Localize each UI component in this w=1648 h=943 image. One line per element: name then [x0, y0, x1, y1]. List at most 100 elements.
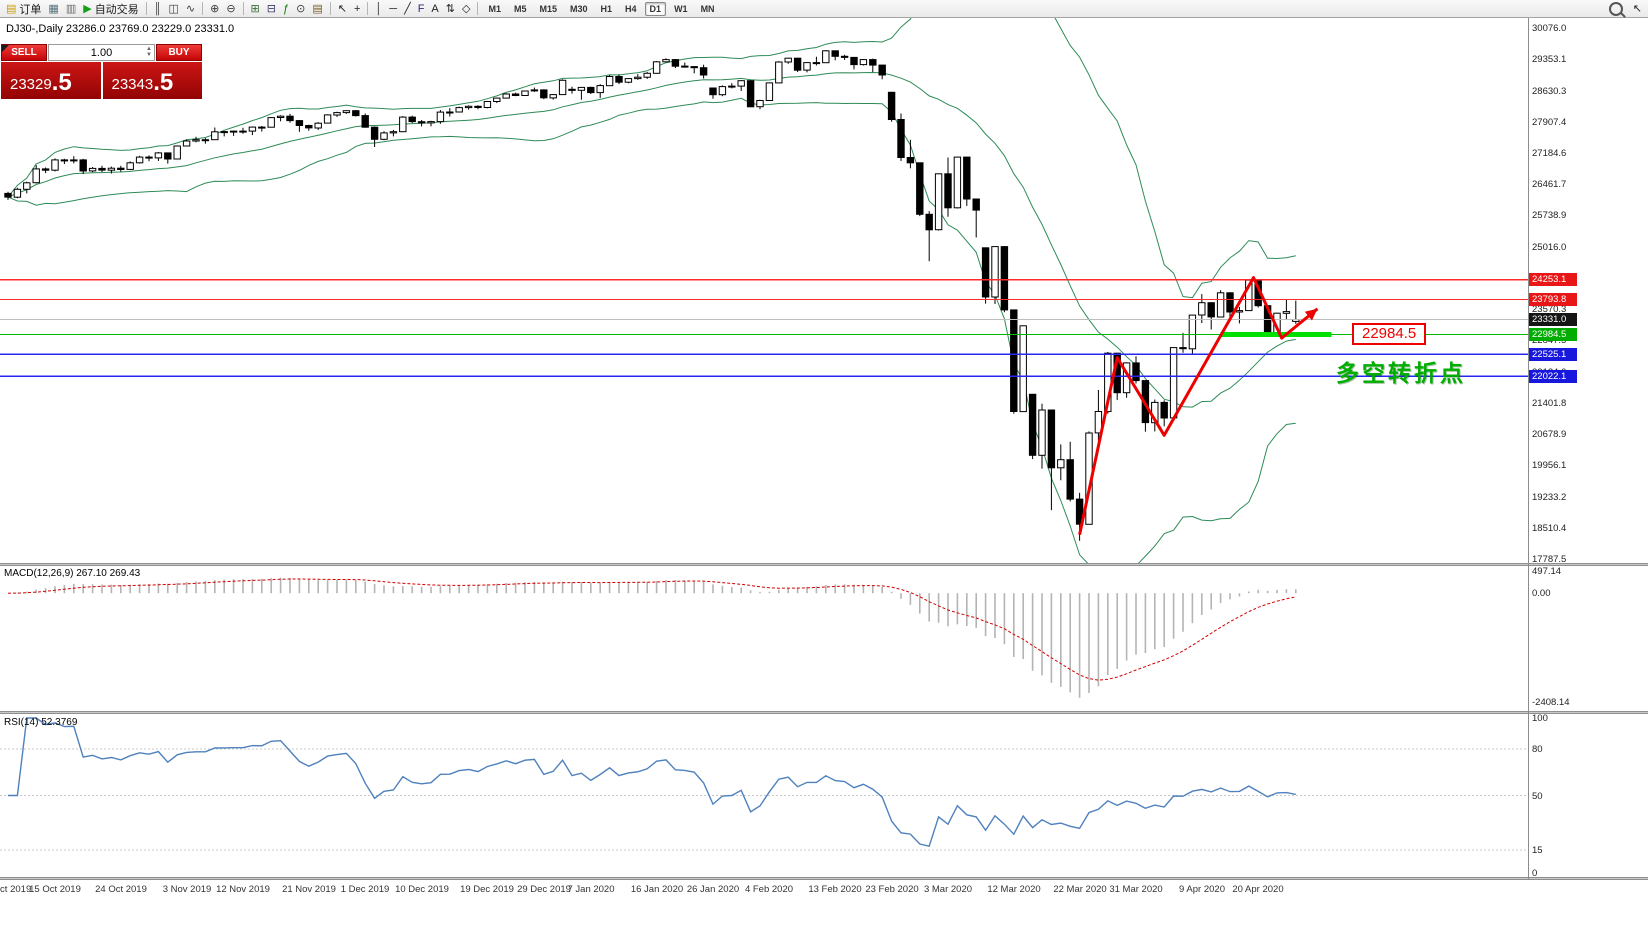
- candlestick-chart-icon[interactable]: ◫: [165, 1, 181, 17]
- candle-body: [887, 91, 896, 121]
- cascade-windows-icon-icon: ⊟: [266, 2, 276, 15]
- candle-body: [1207, 302, 1215, 318]
- timeframe-m30-button[interactable]: M30: [570, 3, 588, 14]
- candle-body: [399, 116, 407, 133]
- pointer-icon[interactable]: ↖: [1630, 1, 1645, 17]
- tile-windows-icon[interactable]: ⊞: [248, 1, 263, 17]
- candle-body: [521, 90, 529, 96]
- panel-splitter-macd[interactable]: [0, 563, 1648, 566]
- periods-icon[interactable]: ⊙: [293, 1, 308, 17]
- price-tick: 18510.4: [1532, 523, 1567, 534]
- horizontal-line-icon[interactable]: ─: [386, 1, 400, 17]
- timeframe-h1-button[interactable]: H1: [600, 3, 613, 14]
- fibonacci-icon[interactable]: F: [415, 1, 428, 17]
- candle-body: [483, 101, 492, 108]
- templates-icon[interactable]: ▤: [309, 1, 325, 17]
- price-axis-separator: [1528, 18, 1529, 880]
- spin-down-icon[interactable]: ▼: [146, 52, 152, 58]
- trend-zigzag-arrow[interactable]: [1078, 276, 1319, 536]
- arrows-tool-icon[interactable]: ⇅: [443, 1, 458, 17]
- text-tool-icon[interactable]: A: [428, 1, 441, 17]
- candle-body: [164, 152, 172, 160]
- candle-body: [417, 121, 426, 124]
- zoom-out-icon[interactable]: ⊖: [223, 1, 238, 17]
- timeframe-d1-button[interactable]: D1: [644, 1, 667, 16]
- candle-body: [662, 59, 670, 63]
- spin-up-icon[interactable]: ▲: [146, 46, 152, 52]
- indicators-icon[interactable]: ƒ: [280, 1, 292, 17]
- main-price-chart[interactable]: [0, 18, 1648, 563]
- candle-body: [615, 76, 623, 83]
- candle-body: [286, 115, 294, 122]
- trendline-icon[interactable]: ╱: [401, 1, 414, 17]
- price-tag[interactable]: 24253.1: [1529, 273, 1577, 286]
- price-tag[interactable]: 22525.1: [1529, 348, 1577, 361]
- candle-body: [822, 50, 830, 64]
- turning-point-annotation[interactable]: 多空转折点: [1336, 360, 1466, 386]
- candle-body: [464, 105, 473, 109]
- price-axis[interactable]: 30076.0 29353.1 28630.3 27907.4 27184.6 26461…: [1529, 18, 1647, 943]
- cursor-icon[interactable]: ↖: [335, 1, 350, 17]
- candle-body: [1160, 401, 1168, 419]
- candle-body: [906, 157, 915, 164]
- volume-spinner[interactable]: ▲ ▼: [146, 46, 152, 58]
- zoom-in-icon[interactable]: ⊕: [207, 1, 222, 17]
- periods-icon-icon: ⊙: [296, 2, 306, 15]
- price-tag[interactable]: 22984.5: [1529, 328, 1577, 341]
- macd-indicator-label: MACD(12,26,9) 267.10 269.43: [4, 568, 141, 579]
- shapes-tool-icon[interactable]: ◇: [459, 1, 473, 17]
- charts-grid-icon[interactable]: ▦: [45, 1, 61, 17]
- chart-window[interactable]: DJ30-,Daily 23286.0 23769.0 23229.0 2333…: [0, 18, 1648, 943]
- timeframe-mn-button[interactable]: MN: [700, 3, 715, 14]
- sell-button[interactable]: SELL: [1, 44, 47, 61]
- timeframe-h4-button[interactable]: H4: [625, 3, 637, 14]
- candle-body: [427, 121, 435, 124]
- candle-body: [107, 167, 116, 171]
- cascade-windows-icon[interactable]: ⊟: [264, 1, 279, 17]
- rsi-indicator-label: RSI(14) 52.3769: [4, 717, 78, 728]
- candle-body: [746, 80, 755, 108]
- time-label: 21 Nov 2019: [282, 884, 336, 895]
- macd-panel[interactable]: [0, 566, 1648, 711]
- profiles-icon[interactable]: ▥: [63, 1, 79, 17]
- search-icon[interactable]: [1608, 1, 1623, 16]
- buy-button[interactable]: BUY: [156, 44, 202, 61]
- volume-value[interactable]: 1.00: [90, 46, 113, 59]
- autotrading-button[interactable]: ▶ 自动交易: [80, 1, 141, 17]
- price-tag[interactable]: 23793.8: [1529, 293, 1577, 306]
- line-chart-icon[interactable]: ∿: [183, 1, 198, 17]
- volume-field[interactable]: 1.00 ▲ ▼: [48, 44, 155, 61]
- price-tick: 20678.9: [1532, 429, 1567, 440]
- time-label: 4 Feb 2020: [744, 884, 794, 895]
- candle-body: [502, 93, 510, 99]
- panel-splitter-timeaxis[interactable]: [0, 877, 1648, 880]
- price-tag[interactable]: 22022.1: [1529, 370, 1577, 383]
- candle-body: [60, 159, 69, 162]
- price-tick: 27907.4: [1532, 117, 1567, 128]
- buy-price[interactable]: 23343.5: [102, 62, 202, 99]
- support-price-label[interactable]: 22984.5: [1352, 323, 1427, 345]
- timeframe-m15-button[interactable]: M15: [539, 3, 557, 14]
- toolbar-separator: [242, 2, 244, 15]
- one-click-collapse-icon[interactable]: [2, 45, 9, 52]
- tile-windows-icon-icon: ⊞: [250, 2, 260, 15]
- timeframe-w1-button[interactable]: W1: [674, 3, 688, 14]
- rsi-panel[interactable]: [0, 714, 1648, 877]
- candle-body: [624, 78, 633, 83]
- arrows-tool-icon-icon: ⇅: [445, 2, 455, 15]
- vertical-line-icon[interactable]: │: [372, 1, 385, 17]
- sell-price[interactable]: 23329.5: [1, 62, 101, 99]
- autotrading-icon: ▶: [83, 2, 92, 15]
- price-tick: 28630.3: [1532, 86, 1567, 97]
- new-order-button[interactable]: ▤ 订单: [3, 1, 44, 17]
- bar-chart-icon[interactable]: ║: [151, 1, 165, 17]
- price-tag[interactable]: 23331.0: [1529, 313, 1577, 326]
- crosshair-icon[interactable]: +: [351, 1, 363, 17]
- candle-body: [1019, 325, 1027, 413]
- cursor-icon-icon: ↖: [337, 2, 347, 15]
- timeframe-m5-button[interactable]: M5: [513, 3, 527, 14]
- timeframe-m1-button[interactable]: M1: [488, 3, 501, 14]
- panel-splitter-rsi[interactable]: [0, 711, 1648, 714]
- candle-body: [963, 156, 971, 200]
